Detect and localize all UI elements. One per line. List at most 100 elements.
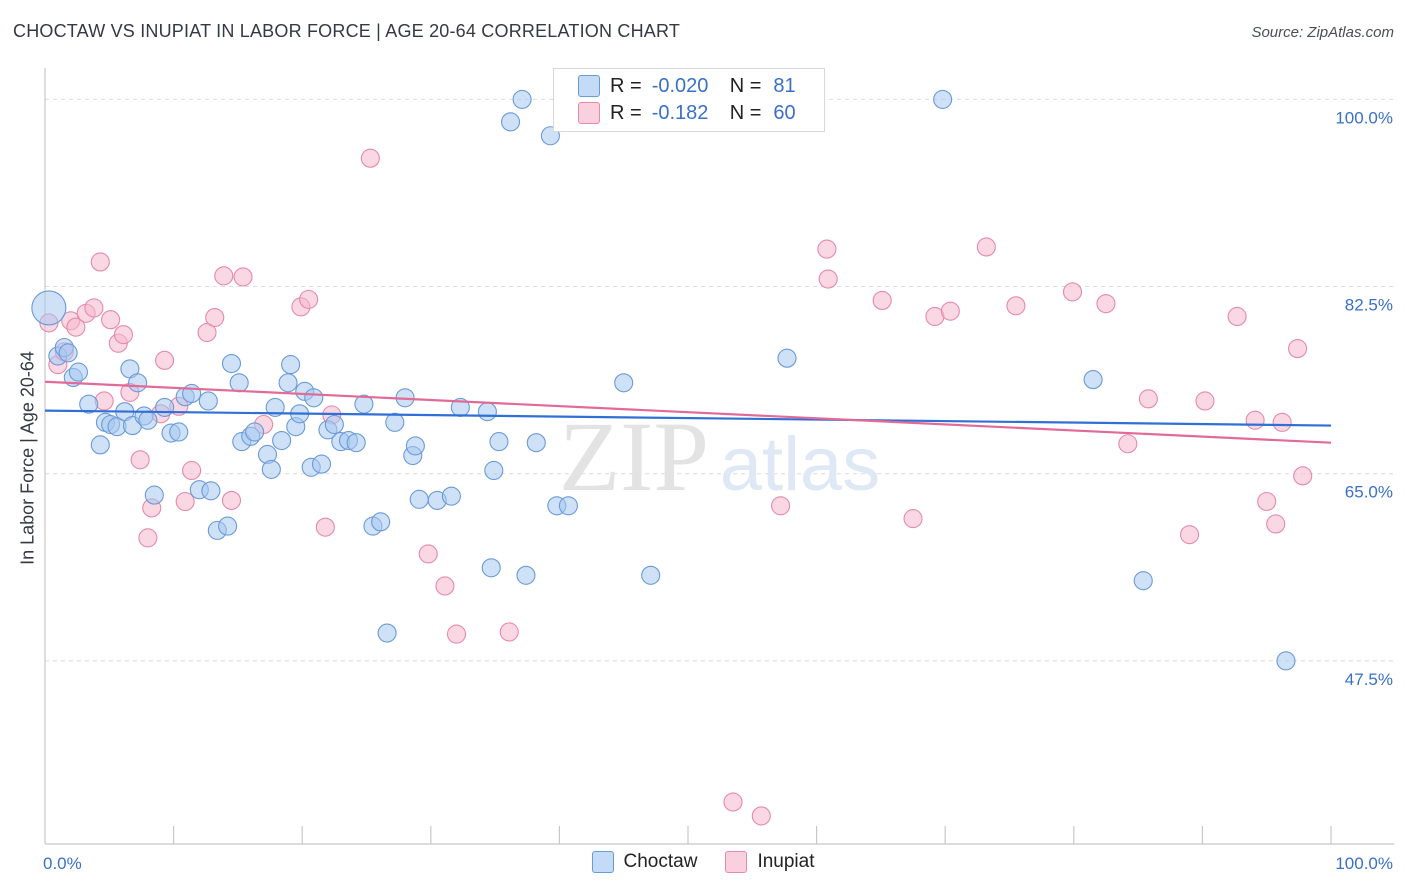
inupiat-n-value: 60 [773,101,796,124]
choctaw-point [558,496,578,516]
inupiat-point [315,517,335,537]
choctaw-point [311,454,332,474]
inupiat-point [233,267,253,287]
inupiat-point [1195,391,1215,411]
choctaw-point [484,460,504,481]
inupiat-point [1227,306,1247,327]
correlation-legend: R = -0.020 N = 81 R = -0.182 N = 60 [553,68,825,132]
choctaw-point [777,348,797,368]
choctaw-point [169,422,189,442]
inupiat-point [751,806,771,826]
choctaw-point [377,623,397,643]
inupiat-point [1257,491,1277,512]
inupiat-point [1245,410,1265,430]
inupiat-point [818,269,838,289]
choctaw-point [144,485,164,505]
choctaw-point [1276,651,1296,671]
inupiat-swatch [578,102,600,124]
y-tick-label: 100.0% [1335,108,1393,127]
choctaw-point [385,412,405,432]
watermark-zip: ZIP [559,401,709,512]
x-tick-label-end: 100.0% [1335,854,1393,873]
source-label: Source: ZipAtlas.com [1251,24,1394,41]
inupiat-point [94,391,114,411]
inupiat-point [817,239,837,259]
inupiat-point [214,266,234,286]
inupiat-r-value: -0.182 [651,101,709,124]
y-axis-title: In Labor Force | Age 20-64 [17,351,38,565]
inupiat-point [1179,525,1200,545]
choctaw-point [31,290,67,326]
choctaw-point [481,558,501,578]
choctaw-point [371,512,391,532]
legend-item-inupiat[interactable]: Inupiat [725,851,814,873]
choctaw-point [1083,370,1103,390]
inupiat-point [101,310,121,330]
choctaw-point [218,516,238,536]
choctaw-point [198,391,218,411]
inupiat-legend-label: Inupiat [757,851,815,872]
inupiat-point [182,460,202,481]
inupiat-trend-line [44,380,1332,444]
inupiat-point [90,252,110,272]
inupiat-point [360,148,380,168]
inupiat-n-label: N = [729,101,762,124]
inupiat-point [1138,389,1158,409]
y-tick-label: 82.5% [1345,296,1393,315]
inupiat-point [903,509,923,529]
choctaw-point [354,394,374,414]
inupiat-point [723,792,743,812]
inupiat-point [84,298,104,318]
inupiat-point [1266,514,1286,534]
choctaw-point [477,402,497,422]
choctaw-point [79,394,99,414]
choctaw-point [512,89,532,109]
inupiat-legend-swatch [725,851,748,873]
choctaw-point [409,489,429,509]
inupiat-point [771,496,791,516]
inupiat-point [418,544,438,564]
choctaw-n-label: N = [729,74,762,97]
legend-item-choctaw[interactable]: Choctaw [591,851,697,873]
choctaw-point [261,459,281,479]
choctaw-point [281,355,301,375]
inupiat-point [1096,294,1116,314]
choctaw-r-label: R = [610,74,642,97]
inupiat-point [872,290,892,310]
inupiat-point [130,450,150,470]
legend-row-inupiat: R = -0.182 N = 60 [578,101,796,125]
inupiat-point [1118,434,1138,454]
choctaw-point [405,436,425,456]
y-tick-label: 65.0% [1345,483,1393,502]
inupiat-point [446,624,467,644]
choctaw-point [138,410,158,430]
inupiat-point [976,237,996,257]
inupiat-point [1062,282,1083,302]
choctaw-point [58,343,78,363]
choctaw-trend-line [44,409,1332,427]
choctaw-point [155,397,175,417]
choctaw-point [265,397,285,417]
inupiat-point [221,490,242,510]
inupiat-point [205,308,225,328]
inupiat-point [113,325,133,345]
choctaw-point [641,565,661,585]
choctaw-point [441,486,461,506]
inupiat-point [138,528,158,548]
choctaw-point [90,435,110,455]
choctaw-point [278,373,298,393]
inupiat-r-label: R = [610,101,642,124]
choctaw-point [324,414,344,435]
choctaw-point [245,422,265,442]
inupiat-point [499,622,519,642]
choctaw-point [272,430,292,451]
y-tick-label: 47.5% [1345,670,1393,689]
inupiat-point [940,301,960,321]
choctaw-point [933,89,953,109]
inupiat-point [175,491,195,512]
choctaw-point [229,373,249,393]
inupiat-point [1272,412,1292,432]
choctaw-point [304,388,324,408]
choctaw-point [500,112,521,132]
